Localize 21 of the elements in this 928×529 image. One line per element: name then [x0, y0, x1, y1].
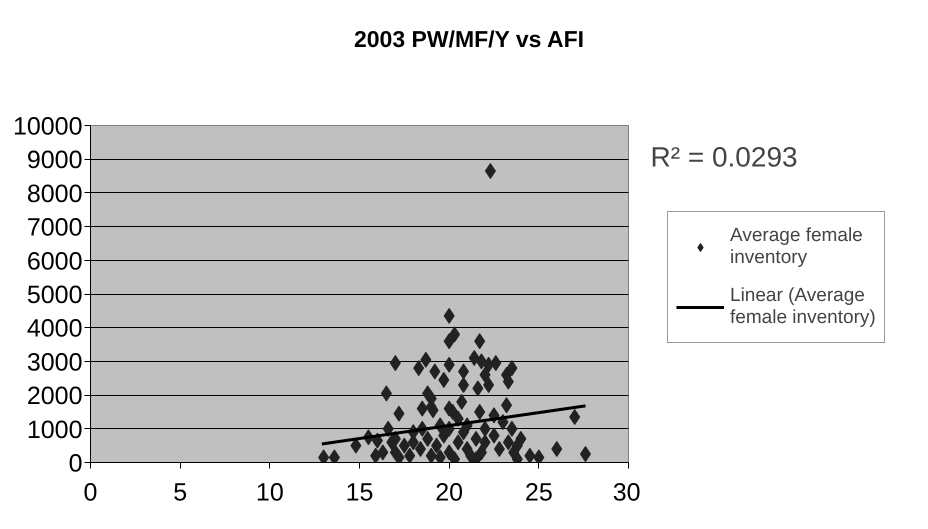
y-tick-label: 10000	[12, 112, 83, 140]
x-tick-label: 5	[173, 478, 188, 506]
legend-label: Linear (Average female inventory)	[730, 284, 876, 330]
x-tick-label: 25	[524, 478, 553, 506]
y-tick-label: 1000	[26, 416, 83, 444]
y-tick-label: 5000	[26, 281, 83, 309]
y-tick-label: 0	[68, 450, 82, 478]
y-tick-label: 3000	[26, 348, 83, 376]
chart-title: 2003 PW/MF/Y vs AFI	[354, 25, 584, 54]
y-tick-label: 4000	[26, 314, 83, 343]
x-tick-label: 20	[435, 478, 464, 506]
x-tick-label: 10	[256, 478, 284, 506]
y-tick-label: 7000	[26, 214, 83, 242]
y-tick-label: 6000	[26, 247, 83, 276]
legend-label: Average female inventory	[730, 224, 863, 270]
x-tick-label: 15	[346, 478, 374, 506]
y-tick-label: 8000	[26, 180, 83, 208]
y-tick-label: 9000	[26, 146, 83, 174]
y-tick-label: 2000	[26, 382, 83, 410]
text: R² = 0.0293	[650, 142, 798, 173]
x-tick-label: 30	[612, 478, 641, 506]
